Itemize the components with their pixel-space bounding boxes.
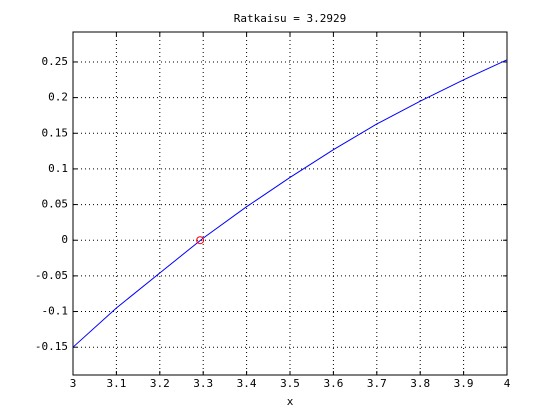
y-tick-label: -0.1	[42, 305, 69, 318]
chart-title: Ratkaisu = 3.2929	[234, 12, 347, 25]
y-tick-label: 0.2	[48, 91, 68, 104]
x-axis-label: x	[287, 395, 294, 408]
plot-frame	[72, 31, 508, 376]
x-tick-label: 3.9	[454, 377, 474, 390]
x-tick-label: 3.5	[280, 377, 300, 390]
y-tick-label: -0.15	[35, 340, 68, 353]
point-marker	[196, 236, 205, 245]
x-tick-label: 3.7	[367, 377, 387, 390]
x-tick-label: 3.1	[106, 377, 126, 390]
x-tick-label: 3.3	[193, 377, 213, 390]
y-tick-label: -0.05	[35, 269, 68, 282]
y-tick-label: 0.25	[42, 55, 69, 68]
y-tick-label: 0.15	[42, 126, 69, 139]
data-line	[72, 59, 508, 348]
x-tick-label: 3.8	[410, 377, 430, 390]
x-tick-label: 4	[504, 377, 511, 390]
y-tick-label: 0	[61, 233, 68, 246]
x-tick-label: 3.4	[237, 377, 257, 390]
x-tick-label: 3.2	[150, 377, 170, 390]
y-tick-label: 0.05	[42, 198, 69, 211]
y-tick-label: 0.1	[48, 162, 68, 175]
x-tick-label: 3	[70, 377, 77, 390]
x-tick-label: 3.6	[323, 377, 343, 390]
